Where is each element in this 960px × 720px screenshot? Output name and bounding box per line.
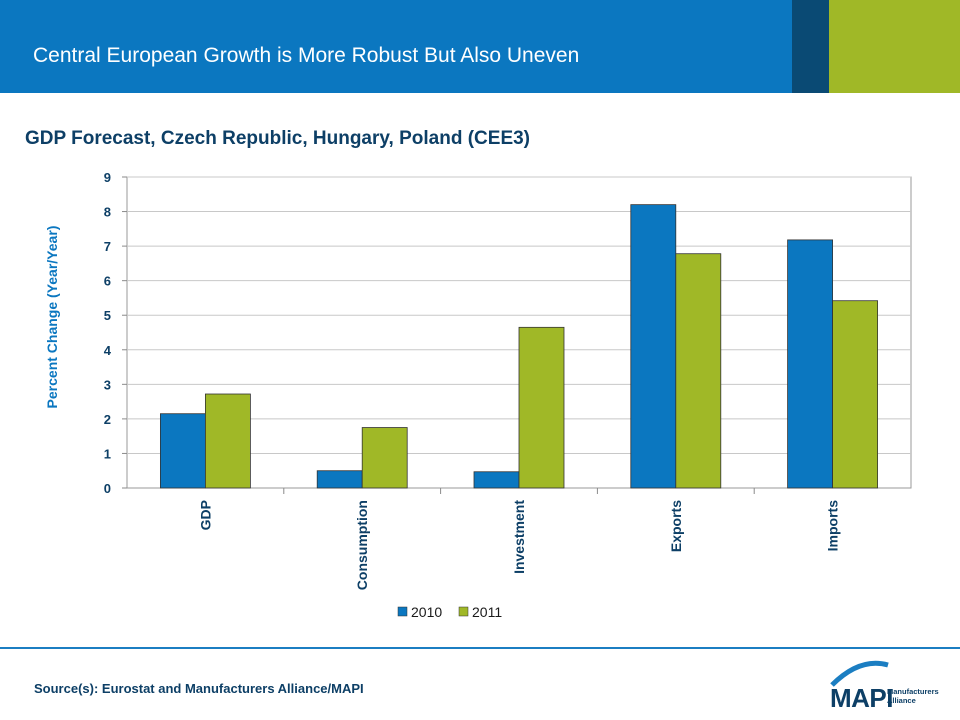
bar-2011-gdp: [204, 393, 251, 489]
x-tick-label: Investment: [511, 500, 527, 574]
bar-chart: 0 1 2 3 4 5 6 7 8 9 Percent Change (Year/Year) GDP C…: [44, 170, 912, 620]
y-tick-label: 5: [104, 308, 111, 323]
y-tick-label: 1: [104, 446, 111, 461]
y-tick-label: 3: [104, 377, 111, 392]
legend-label-2011: 2011: [472, 604, 502, 620]
y-tick-label: 2: [104, 412, 111, 427]
y-tick-label: 7: [104, 239, 111, 254]
y-tick-label: 4: [104, 343, 112, 358]
y-tick-label: 0: [104, 481, 111, 496]
bar-2011-consumption: [361, 427, 408, 489]
legend-label-2010: 2010: [411, 604, 442, 620]
bar-2010-consumption: [316, 470, 363, 489]
banner-accent-green: [829, 0, 960, 93]
slide-title: Central European Growth is More Robust B…: [33, 44, 580, 67]
y-tick-label: 8: [104, 205, 111, 220]
logo-subtext-line1: Manufacturers: [887, 687, 939, 696]
bar-2011-investment: [518, 326, 565, 489]
legend-swatch-2010: [397, 606, 408, 617]
x-tick-label: Imports: [825, 500, 841, 552]
bar-2010-imports: [787, 239, 833, 489]
logo-subtext: Manufacturers Alliance: [887, 687, 947, 705]
logo-arc-icon: [830, 660, 889, 687]
x-tick-label: Exports: [668, 500, 684, 552]
banner-accent-dark: [792, 0, 829, 93]
y-tick-label: 9: [104, 170, 111, 185]
bar-2011-imports: [832, 300, 878, 489]
bar-2010-exports: [630, 204, 677, 489]
chart-subtitle: GDP Forecast, Czech Republic, Hungary, P…: [25, 128, 531, 149]
source-note: Source(s): Eurostat and Manufacturers Al…: [34, 681, 364, 696]
logo-subtext-line2: Alliance: [887, 696, 916, 705]
bar-2011-exports: [675, 253, 722, 489]
bar-2010-gdp: [159, 413, 206, 489]
legend-swatch-2011: [458, 606, 469, 617]
y-tick-label: 6: [104, 274, 111, 289]
bar-2010-investment: [473, 471, 520, 489]
footer-divider: [0, 647, 960, 649]
mapi-logo: MAPI Manufacturers Alliance: [828, 655, 950, 713]
x-tick-label: GDP: [197, 500, 213, 530]
y-axis-title: Percent Change (Year/Year): [44, 226, 60, 409]
logo-wordmark: MAPI: [830, 683, 894, 713]
x-tick-label: Consumption: [354, 500, 370, 590]
